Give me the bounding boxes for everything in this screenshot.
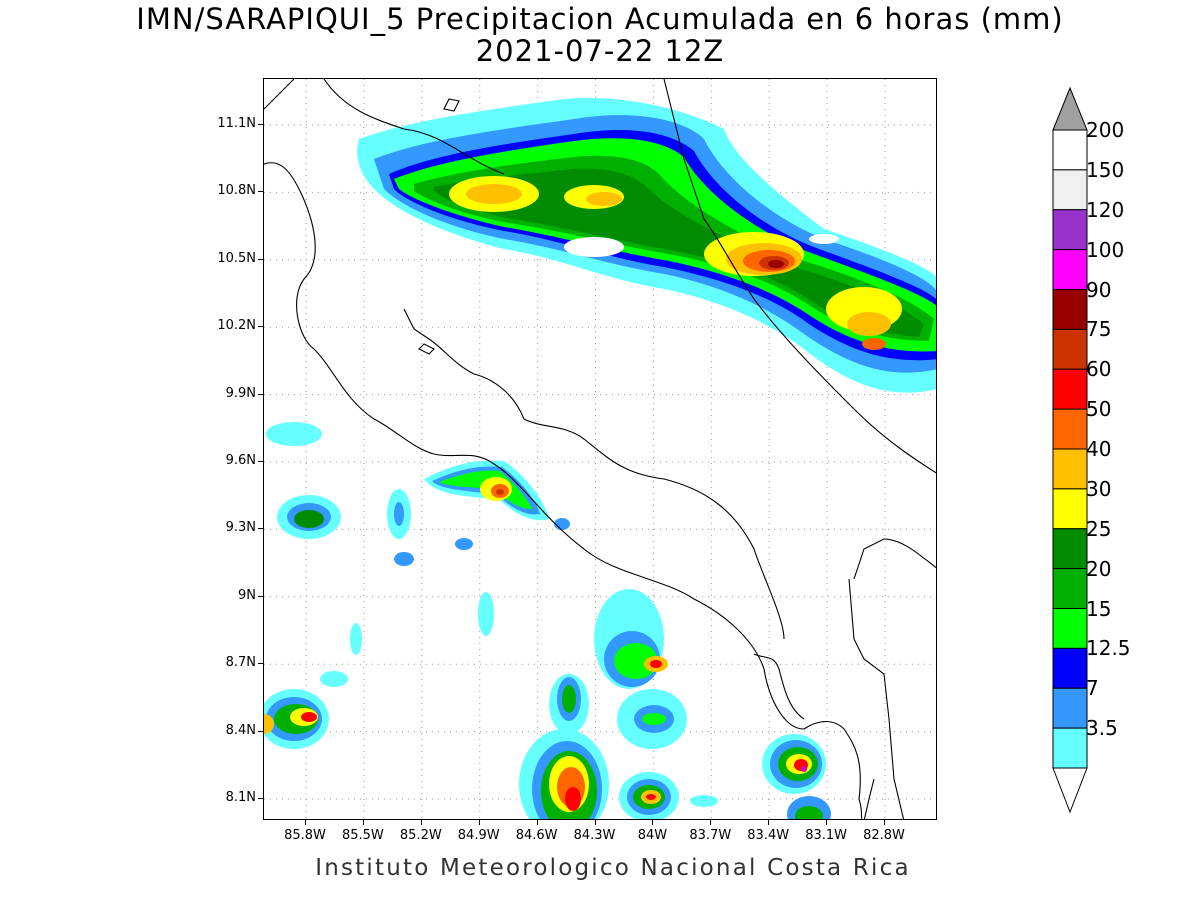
color-legend [1052,86,1088,814]
lat-tick-mark [258,124,263,125]
colorbar-label: 3.5 [1086,716,1118,741]
lat-tick-label: 9.9N [225,385,256,401]
colorbar-label: 100 [1086,237,1125,262]
lat-tick-label: 10.2N [217,318,256,334]
lat-tick-mark [258,528,263,530]
lon-tick-mark [305,820,306,825]
colorbar-label: 40 [1086,437,1112,461]
lat-tick-mark [258,326,263,328]
colorbar-label: 7 [1086,676,1099,701]
lon-tick-mark [768,820,770,825]
lon-tick-label: 85.5W [341,828,384,843]
lon-tick-label: 83.1W [805,828,847,843]
lat-tick-mark [258,730,263,732]
colorbar-label: 25 [1086,516,1112,541]
lon-tick-mark [652,820,654,825]
lat-tick-label: 9.6N [225,453,256,468]
colorbar-swatch [1052,528,1088,570]
lon-tick-mark [594,820,596,825]
colorbar-swatch [1052,129,1088,171]
lat-tick-mark [258,461,263,462]
lat-tick-mark [258,191,263,193]
lon-tick-label: 83.4W [747,828,790,843]
colorbar-swatch [1052,249,1088,290]
precipitation-map [263,78,937,820]
lat-tick-label: 10.5N [217,250,256,266]
lon-tick-label: 84W [637,828,668,843]
colorbar-label: 15 [1086,596,1112,621]
colorbar-swatch [1052,289,1088,330]
lon-tick-mark [826,820,828,825]
lon-tick-label: 85.2W [399,828,442,843]
lat-tick-mark [258,595,263,597]
colorbar-swatch [1052,408,1088,450]
lat-tick-label: 8.1N [225,790,256,805]
coastlines [264,79,936,819]
lon-tick-label: 82.8W [863,828,905,843]
lon-tick-mark [710,820,712,825]
colorbar-label: 50 [1086,397,1112,422]
colorbar-swatch [1052,488,1088,530]
lon-tick-mark [362,820,364,825]
colorbar-label: 12.5 [1086,636,1131,661]
lon-tick-label: 84.9W [457,828,500,843]
colorbar-swatch [1052,328,1088,370]
lon-tick-label: 84.6W [515,828,558,843]
lat-tick-label: 11.1N [217,116,256,131]
colorbar-label: 20 [1086,556,1112,581]
colorbar-label: 90 [1086,277,1112,302]
colorbar-label: 75 [1086,317,1112,342]
colorbar-label: 60 [1086,357,1112,382]
colorbar-swatch [1052,727,1088,769]
lon-tick-mark [420,820,422,825]
lon-tick-label: 85.8W [284,828,326,843]
colorbar-under-arrow [1052,767,1088,814]
colorbar-label: 120 [1086,197,1125,222]
map-datetime: 2021-07-22 12Z [475,34,725,68]
footer-institution: Instituto Meteorologico Nacional Costa R… [315,855,911,881]
lat-tick-label: 9.3N [225,520,256,536]
colorbar-over-arrow [1052,86,1088,131]
lon-tick-mark [884,820,885,825]
lon-tick-mark [478,820,480,825]
lon-tick-label: 83.7W [689,828,732,843]
lat-tick-mark [258,258,263,260]
colorbar-swatch [1052,368,1088,410]
colorbar-label: 200 [1086,118,1125,142]
colorbar-label: 150 [1086,157,1125,182]
colorbar-swatch [1052,209,1088,251]
lat-tick-label: 8.7N [225,655,256,671]
colorbar-label: 30 [1086,476,1112,501]
map-title: IMN/SARAPIQUI_5 Precipitacion Acumulada … [136,2,1064,36]
lat-tick-mark [258,663,263,665]
colorbar-swatch [1052,169,1088,211]
map-gridlines [264,79,936,819]
colorbar-swatch [1052,568,1088,609]
colorbar-swatch [1052,647,1088,689]
lon-tick-mark [536,820,538,825]
lat-tick-label: 10.8N [217,183,256,199]
colorbar-swatch [1052,608,1088,649]
precipitation-field [264,98,936,819]
lat-tick-mark [258,393,263,395]
colorbar-swatch [1052,687,1088,729]
lon-tick-label: 84.3W [573,828,616,843]
lat-tick-label: 8.4N [225,722,256,738]
colorbar-swatch [1052,448,1088,490]
lat-tick-mark [258,798,263,799]
lat-tick-label: 9N [238,587,256,603]
